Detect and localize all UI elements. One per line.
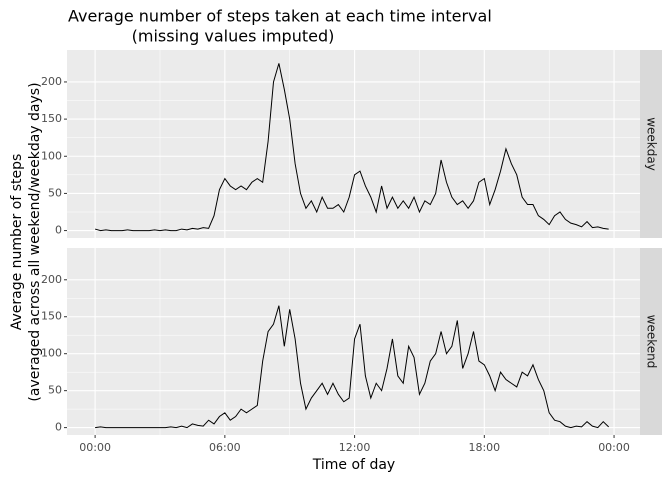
x-tick-label: 12:00	[339, 441, 371, 454]
chart-title: Average number of steps taken at each ti…	[68, 7, 492, 26]
y-tick-label: 200	[41, 75, 62, 88]
y-tick-label: 100	[41, 347, 62, 360]
x-tick-label: 18:00	[468, 441, 500, 454]
strip-background	[640, 50, 662, 238]
y-tick-label: 100	[41, 149, 62, 162]
y-tick-label: 50	[48, 384, 62, 397]
panel-background	[67, 248, 640, 435]
y-tick-label: 0	[55, 421, 62, 434]
y-tick-label: 200	[41, 273, 62, 286]
y-tick-label: 50	[48, 186, 62, 199]
x-tick-label: 00:00	[79, 441, 111, 454]
y-axis-label: (averaged across all weekend/weekday day…	[27, 82, 43, 401]
y-axis-label: Average number of steps	[9, 154, 25, 331]
strip-label: weekday	[645, 117, 659, 171]
y-tick-label: 0	[55, 224, 62, 237]
panel-background	[67, 50, 640, 238]
x-axis-label: Time of day	[312, 457, 395, 473]
chart-subtitle: (missing values imputed)	[132, 27, 335, 46]
line	[94, 63, 609, 232]
strip-background	[640, 248, 662, 435]
x-tick-label: 00:00	[598, 441, 630, 454]
strip-label: weekend	[645, 315, 659, 369]
y-tick-label: 150	[41, 310, 62, 323]
y-tick-label: 150	[41, 112, 62, 125]
line	[95, 305, 609, 429]
x-tick-label: 06:00	[209, 441, 241, 454]
